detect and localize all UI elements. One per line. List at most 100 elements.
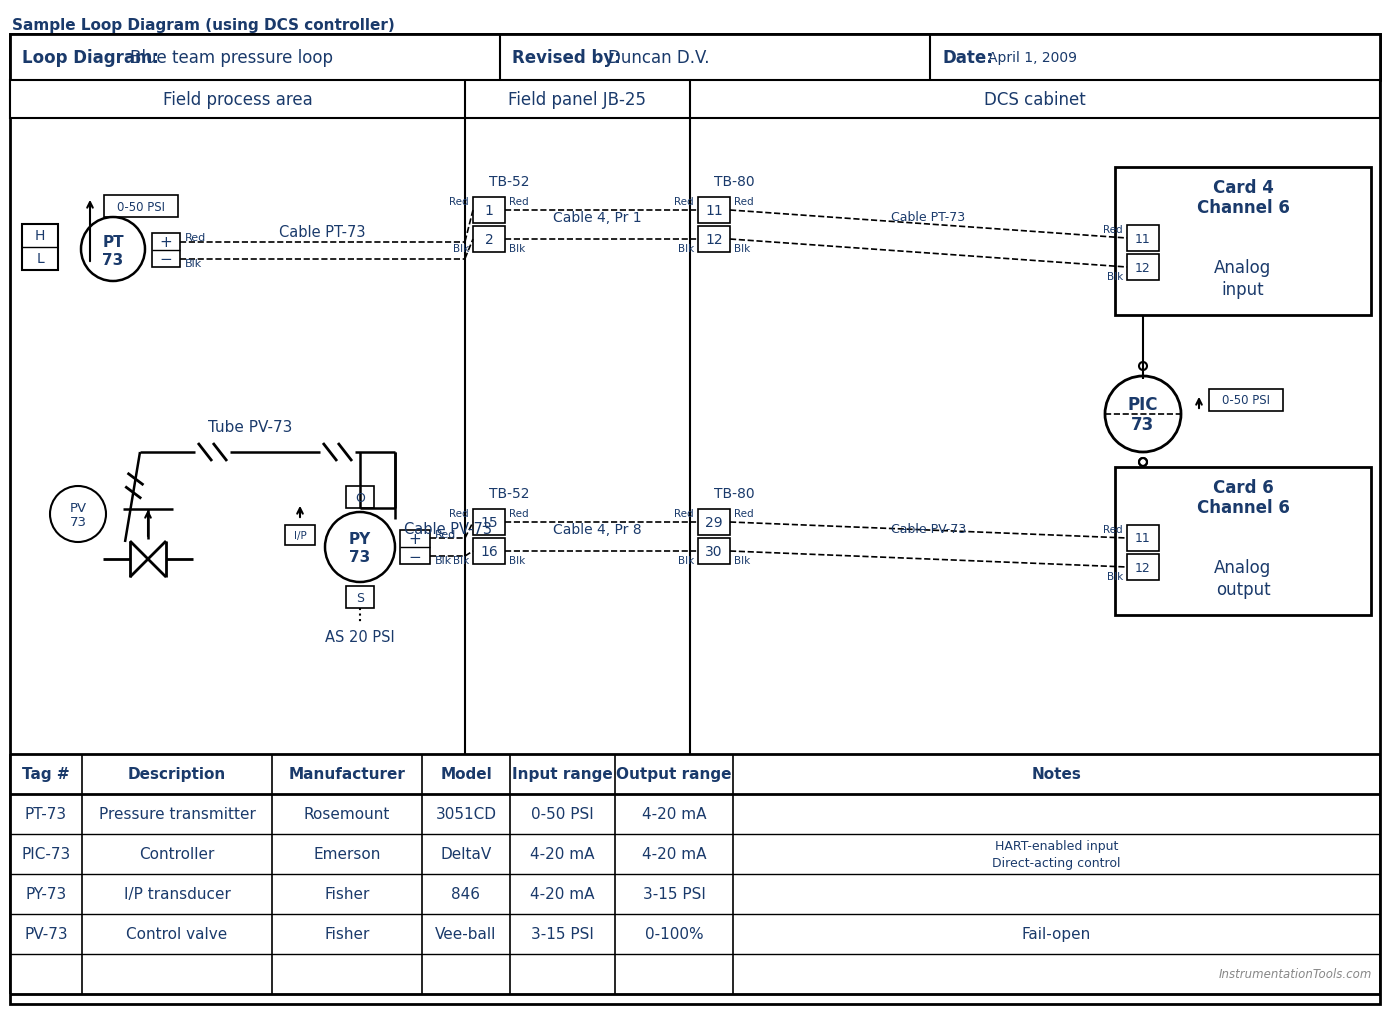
Text: Cable PT-73: Cable PT-73 xyxy=(891,210,966,223)
Text: Fail-open: Fail-open xyxy=(1022,927,1091,941)
Bar xyxy=(1115,467,1371,616)
Text: +: + xyxy=(160,235,173,250)
Text: 4-20 mA: 4-20 mA xyxy=(530,887,594,902)
Text: −: − xyxy=(409,549,422,564)
Text: −: − xyxy=(160,252,173,267)
Text: Output range: Output range xyxy=(617,766,732,782)
Text: HART-enabled input: HART-enabled input xyxy=(995,840,1118,852)
Text: +: + xyxy=(409,531,422,546)
Text: 12: 12 xyxy=(706,233,722,247)
Bar xyxy=(285,526,315,546)
Text: TB-52: TB-52 xyxy=(489,486,529,500)
Text: Description: Description xyxy=(128,766,226,782)
Text: PY: PY xyxy=(349,531,372,546)
Text: Notes: Notes xyxy=(1031,766,1082,782)
Text: 0-50 PSI: 0-50 PSI xyxy=(117,200,166,213)
Text: Rosemount: Rosemount xyxy=(303,807,390,822)
Text: 3051CD: 3051CD xyxy=(436,807,497,822)
Text: TB-80: TB-80 xyxy=(714,486,754,500)
Bar xyxy=(22,224,58,271)
Text: Blk: Blk xyxy=(1107,272,1123,282)
Text: Loop Diagram:: Loop Diagram: xyxy=(22,49,159,67)
Text: Blk: Blk xyxy=(1107,571,1123,581)
Text: Vee-ball: Vee-ball xyxy=(436,927,497,941)
Text: Field panel JB-25: Field panel JB-25 xyxy=(508,91,646,109)
Text: 4-20 mA: 4-20 mA xyxy=(530,846,594,861)
Text: InstrumentationTools.com: InstrumentationTools.com xyxy=(1218,968,1373,981)
Bar xyxy=(473,510,505,536)
Bar xyxy=(697,198,729,223)
Text: Card 6: Card 6 xyxy=(1212,478,1274,496)
Text: Blk: Blk xyxy=(452,555,469,565)
Bar xyxy=(104,196,178,217)
Text: TB-52: TB-52 xyxy=(489,175,529,189)
Text: Channel 6: Channel 6 xyxy=(1197,199,1289,216)
Bar xyxy=(1128,554,1160,580)
Text: Red: Red xyxy=(734,197,753,207)
Text: 15: 15 xyxy=(480,516,498,530)
Text: 0-100%: 0-100% xyxy=(644,927,703,941)
Text: Blk: Blk xyxy=(185,259,202,269)
Text: 12: 12 xyxy=(1134,561,1151,574)
Text: PY-73: PY-73 xyxy=(25,887,67,902)
Text: Blk: Blk xyxy=(434,555,452,565)
Text: L: L xyxy=(36,252,45,266)
Bar xyxy=(152,234,180,268)
Text: Input range: Input range xyxy=(512,766,612,782)
Text: 11: 11 xyxy=(706,204,722,217)
Text: Pressure transmitter: Pressure transmitter xyxy=(99,807,256,822)
Bar xyxy=(697,539,729,564)
Text: Cable PV-73: Cable PV-73 xyxy=(891,523,966,536)
Text: Red: Red xyxy=(450,509,469,519)
Text: I/P: I/P xyxy=(294,531,306,541)
Text: Red: Red xyxy=(185,233,206,243)
Text: input: input xyxy=(1222,281,1264,298)
Text: Fisher: Fisher xyxy=(324,927,370,941)
Text: April 1, 2009: April 1, 2009 xyxy=(988,51,1077,65)
Text: PV-73: PV-73 xyxy=(24,927,68,941)
Text: PV: PV xyxy=(70,501,86,514)
Text: Blk: Blk xyxy=(452,244,469,254)
Text: Direct-acting control: Direct-acting control xyxy=(992,856,1121,869)
Text: 0-50 PSI: 0-50 PSI xyxy=(1222,394,1270,407)
Text: 29: 29 xyxy=(706,516,722,530)
Text: PIC-73: PIC-73 xyxy=(21,846,71,861)
Text: Analog: Analog xyxy=(1214,558,1272,576)
Text: AS 20 PSI: AS 20 PSI xyxy=(326,629,395,644)
Text: Tag #: Tag # xyxy=(22,766,70,782)
Text: DCS cabinet: DCS cabinet xyxy=(984,91,1086,109)
Text: I/P transducer: I/P transducer xyxy=(124,887,231,902)
Text: Model: Model xyxy=(440,766,491,782)
Text: Red: Red xyxy=(509,509,529,519)
Bar xyxy=(697,226,729,253)
Bar xyxy=(473,226,505,253)
Text: Field process area: Field process area xyxy=(163,91,312,109)
Text: Revised by:: Revised by: xyxy=(512,49,621,67)
Text: Red: Red xyxy=(674,197,695,207)
Bar xyxy=(1128,225,1160,252)
Text: 1: 1 xyxy=(484,204,493,217)
Text: Red: Red xyxy=(509,197,529,207)
Text: Controller: Controller xyxy=(139,846,214,861)
Text: 73: 73 xyxy=(1132,416,1154,434)
Text: Red: Red xyxy=(450,197,469,207)
Text: H: H xyxy=(35,228,45,243)
Text: Cable 4, Pr 1: Cable 4, Pr 1 xyxy=(553,210,642,224)
Text: Red: Red xyxy=(674,509,695,519)
Text: Cable PV-73: Cable PV-73 xyxy=(404,521,491,536)
Text: Blk: Blk xyxy=(678,555,695,565)
Text: 12: 12 xyxy=(1134,261,1151,274)
Text: Blk: Blk xyxy=(734,244,750,254)
Bar xyxy=(1115,168,1371,315)
Text: PT-73: PT-73 xyxy=(25,807,67,822)
Text: 73: 73 xyxy=(103,253,124,267)
Text: 2: 2 xyxy=(484,233,493,247)
Bar xyxy=(473,198,505,223)
Text: 11: 11 xyxy=(1134,532,1151,545)
Text: 4-20 mA: 4-20 mA xyxy=(642,807,706,822)
Text: PT: PT xyxy=(102,235,124,250)
Text: Blk: Blk xyxy=(678,244,695,254)
Bar xyxy=(347,486,374,509)
Text: S: S xyxy=(356,590,363,604)
Text: Blue team pressure loop: Blue team pressure loop xyxy=(129,49,333,67)
